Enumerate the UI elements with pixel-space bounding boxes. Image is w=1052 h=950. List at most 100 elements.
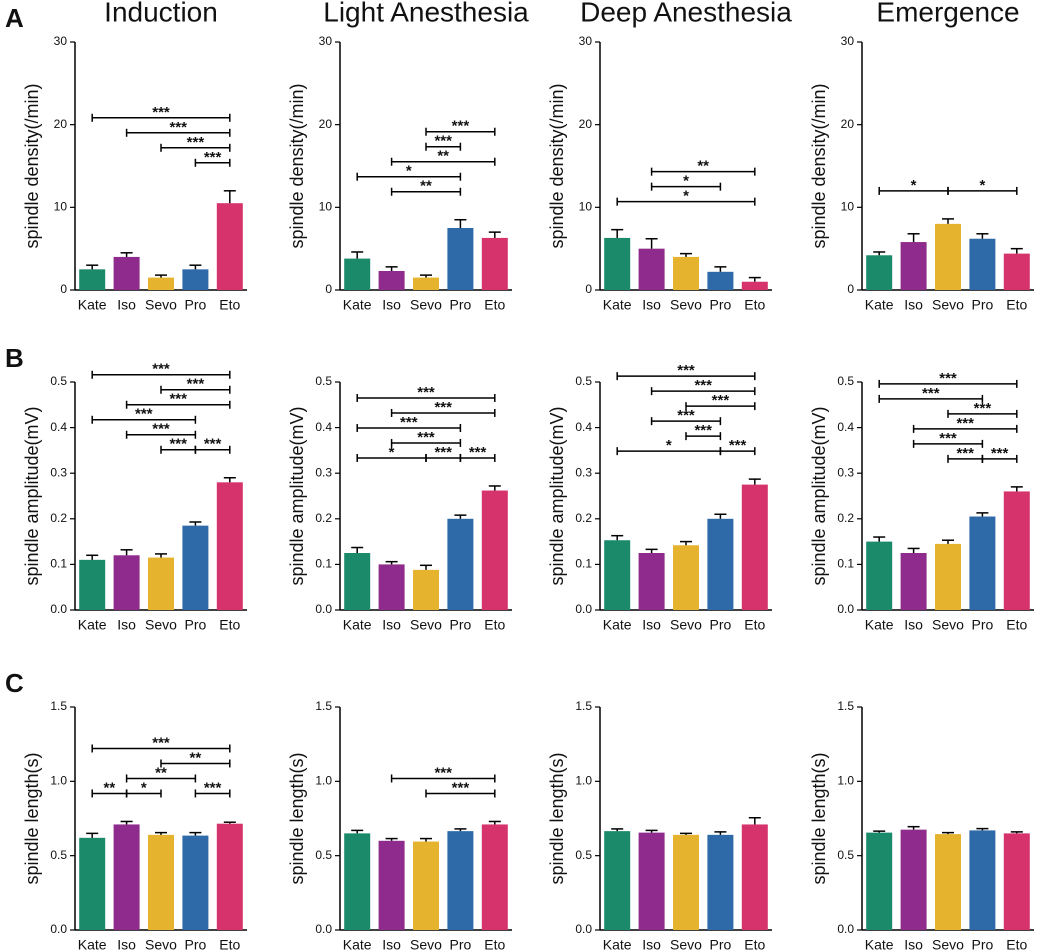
y-tick-label: 10 [841, 200, 855, 214]
significance-label: * [683, 173, 689, 190]
significance-label: *** [677, 362, 695, 379]
x-tick-label: Eto [484, 297, 505, 313]
significance-label: *** [434, 764, 452, 781]
significance-label: *** [729, 437, 747, 454]
y-tick-label: 0 [585, 282, 592, 296]
bar [935, 223, 961, 290]
y-axis-label: spindle length(s) [547, 752, 567, 884]
x-tick-label: Pro [972, 297, 994, 313]
y-axis-label: spindle density(/min) [547, 83, 567, 248]
x-tick-label: Iso [904, 617, 923, 633]
x-tick-label: Pro [450, 937, 472, 950]
bar [604, 540, 631, 610]
significance-label: ** [437, 148, 449, 165]
x-tick-label: Kate [603, 617, 632, 633]
significance-label: * [911, 177, 917, 194]
y-axis-label: spindle amplitude(mV) [809, 406, 829, 585]
bar [378, 270, 405, 290]
x-tick-label: Pro [450, 617, 472, 633]
bar [481, 237, 508, 290]
bar [935, 834, 961, 930]
y-tick-label: 0.0 [837, 602, 854, 616]
significance-label: *** [677, 407, 695, 424]
significance-label: *** [694, 377, 712, 394]
significance-label: * [683, 188, 689, 205]
bar [447, 831, 474, 930]
x-tick-label: Iso [642, 297, 661, 313]
bar [378, 840, 405, 930]
y-tick-label: 10 [54, 200, 68, 214]
bar [1003, 833, 1030, 930]
y-tick-label: 0.4 [575, 420, 592, 434]
x-tick-label: Eto [219, 297, 240, 313]
x-tick-label: Sevo [932, 617, 964, 633]
y-tick-label: 1.0 [575, 774, 592, 788]
x-tick-label: Iso [117, 937, 136, 950]
x-tick-label: Eto [219, 937, 240, 950]
bar [900, 242, 927, 290]
bar [79, 837, 106, 930]
bar [79, 559, 106, 610]
y-tick-label: 1.5 [50, 699, 67, 713]
x-tick-label: Sevo [932, 937, 964, 950]
y-tick-label: 0.5 [575, 848, 592, 862]
bar [182, 269, 209, 290]
y-tick-label: 1.0 [315, 774, 332, 788]
bar [969, 238, 996, 290]
bar [707, 834, 734, 930]
y-tick-label: 0.0 [575, 922, 592, 936]
significance-label: *** [434, 399, 452, 416]
y-tick-label: 10 [319, 200, 333, 214]
y-tick-label: 30 [579, 34, 593, 48]
bar [673, 256, 699, 290]
y-tick-label: 0.2 [575, 511, 592, 525]
x-tick-label: Kate [78, 617, 107, 633]
x-tick-label: Kate [78, 297, 107, 313]
significance-label: ** [697, 158, 709, 175]
significance-label: *** [417, 384, 435, 401]
y-tick-label: 20 [319, 117, 333, 131]
x-tick-label: Eto [744, 937, 765, 950]
bar [79, 269, 106, 290]
x-tick-label: Iso [642, 617, 661, 633]
x-tick-label: Eto [484, 937, 505, 950]
y-tick-label: 0.3 [50, 465, 67, 479]
y-tick-label: 0.5 [50, 374, 67, 388]
y-tick-label: 0.1 [50, 557, 67, 571]
bar [182, 835, 209, 930]
y-tick-label: 1.0 [837, 774, 854, 788]
x-tick-label: Sevo [410, 937, 442, 950]
x-tick-label: Sevo [145, 297, 177, 313]
x-tick-label: Kate [603, 297, 632, 313]
y-tick-label: 1.5 [315, 699, 332, 713]
bar [866, 832, 893, 930]
significance-label: *** [434, 444, 452, 461]
significance-label: * [979, 177, 985, 194]
x-tick-label: Kate [865, 617, 894, 633]
x-tick-label: Iso [117, 297, 136, 313]
x-tick-label: Eto [1006, 297, 1027, 313]
x-tick-label: Iso [382, 617, 401, 633]
x-tick-label: Kate [603, 937, 632, 950]
x-tick-label: Sevo [670, 617, 702, 633]
bar [413, 569, 439, 610]
x-tick-label: Kate [865, 937, 894, 950]
bar [113, 555, 140, 610]
x-tick-label: Pro [185, 617, 207, 633]
bar [741, 281, 768, 290]
y-tick-label: 0.0 [315, 602, 332, 616]
bar [148, 557, 174, 610]
significance-label: *** [452, 118, 470, 135]
x-tick-label: Iso [382, 937, 401, 950]
y-tick-label: 0.0 [315, 922, 332, 936]
bar [216, 203, 243, 290]
significance-label: *** [152, 421, 170, 438]
bar [447, 518, 474, 610]
bar [707, 518, 734, 610]
x-tick-label: Kate [343, 617, 372, 633]
significance-label: ** [190, 749, 202, 766]
bar [673, 545, 699, 610]
bar [969, 830, 996, 930]
significance-label: *** [187, 376, 205, 393]
